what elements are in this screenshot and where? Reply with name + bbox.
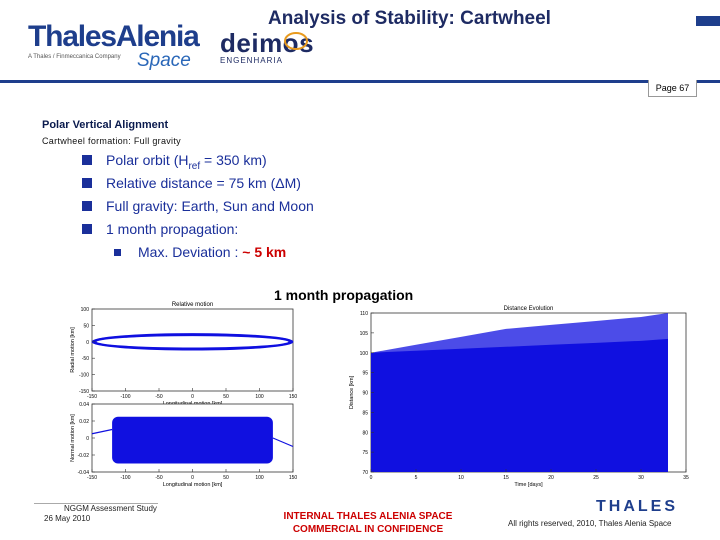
x-tick-label: 150 [289, 475, 298, 481]
distance-area [371, 338, 668, 472]
footer-study: NGGM Assessment Study [34, 503, 158, 514]
y-tick-label: -0.02 [78, 453, 90, 459]
plot-title: Distance Evolution [504, 306, 554, 312]
y-tick-label: -150 [79, 389, 89, 395]
y-tick-label: 0.02 [79, 419, 89, 425]
bullet-item-propagation: 1 month propagation: [82, 219, 314, 242]
header-rule [0, 80, 720, 83]
footer-rights: All rights reserved, 2010, Thales Alenia… [508, 519, 672, 528]
normal-motion-band [112, 416, 273, 464]
y-tick-label: 0 [86, 436, 89, 442]
y-tick-label: -50 [82, 356, 89, 362]
section-title: Polar Vertical Alignment [42, 119, 169, 131]
sub-bullet-square-icon [114, 249, 121, 256]
x-tick-label: 15 [503, 475, 509, 481]
y-tick-label: 105 [360, 331, 369, 337]
plot-title: Relative motion [172, 302, 213, 308]
normal-motion-trace [91, 428, 113, 435]
deimos-orbit-icon [284, 32, 308, 50]
bullet-item-distance: Relative distance = 75 km (ΔM) [82, 173, 314, 196]
thales-footer-logo: THALES [596, 498, 678, 515]
corner-accent-bar [696, 16, 720, 26]
bullet-square-icon [82, 201, 92, 211]
x-tick-label: -150 [87, 394, 97, 400]
deimos-name: deimos [220, 28, 315, 58]
x-tick-label: -100 [120, 394, 130, 400]
x-tick-label: 10 [458, 475, 464, 481]
y-tick-label: 75 [362, 450, 368, 456]
y-tick-label: 90 [362, 391, 368, 397]
y-tick-label: 100 [81, 307, 90, 313]
logo-main-text: ThalesAlenia [28, 20, 200, 53]
y-tick-label: -100 [79, 373, 89, 379]
footer-date: 26 May 2010 [44, 514, 91, 523]
footer-classification: INTERNAL THALES ALENIA SPACE COMMERCIAL … [283, 511, 453, 535]
x-tick-label: 100 [255, 394, 264, 400]
y-axis-label: Distance [km] [349, 375, 355, 409]
figure-caption: 1 month propagation [274, 287, 414, 303]
formation-subtitle: Cartwheel formation: Full gravity [42, 136, 181, 146]
x-tick-label: 30 [638, 475, 644, 481]
x-tick-label: 35 [683, 475, 689, 481]
footer-study-info: NGGM Assessment Study 26 May 2010 [34, 503, 158, 524]
x-axis-label: Time [days] [514, 482, 543, 488]
page-number: Page 67 [648, 80, 697, 97]
x-tick-label: -100 [120, 475, 130, 481]
y-tick-label: 70 [362, 470, 368, 476]
y-axis-label: Normal motion [km] [70, 414, 76, 462]
x-tick-label: -50 [155, 475, 162, 481]
y-tick-label: 85 [362, 410, 368, 416]
y-tick-label: 95 [362, 371, 368, 377]
normal-motion-trace [272, 437, 294, 448]
logo-tagline: A Thales / Finmeccanica Company [28, 54, 121, 60]
x-tick-label: 100 [255, 475, 264, 481]
y-tick-label: 110 [360, 311, 368, 317]
distance-oscillation [371, 313, 668, 367]
bullet-item-orbit: Polar orbit (Href = 350 km) [82, 150, 314, 173]
x-tick-label: -150 [87, 475, 97, 481]
y-tick-label: 100 [360, 351, 369, 357]
y-tick-label: -0.04 [78, 470, 90, 476]
x-tick-label: 150 [289, 394, 298, 400]
x-tick-label: -50 [155, 394, 162, 400]
y-tick-label: 80 [362, 430, 368, 436]
x-tick-label: 50 [223, 475, 229, 481]
bullet-square-icon [82, 224, 92, 234]
bullet-square-icon [82, 178, 92, 188]
bullet-list: Polar orbit (Href = 350 km) Relative dis… [82, 150, 314, 265]
relative-motion-orbit [95, 335, 290, 349]
page-title: Analysis of Stability: Cartwheel [268, 8, 551, 29]
y-tick-label: 50 [83, 323, 89, 329]
y-tick-label: 0 [86, 340, 89, 346]
deimos-logo: deimos ENGENHARIA [220, 30, 315, 65]
x-tick-label: 0 [191, 475, 194, 481]
y-axis-label: Radial motion [km] [70, 327, 76, 373]
x-axis-label: Longitudinal motion [km] [163, 482, 223, 488]
bullet-item-gravity: Full gravity: Earth, Sun and Moon [82, 196, 314, 219]
x-tick-label: 5 [415, 475, 418, 481]
x-tick-label: 20 [548, 475, 554, 481]
x-tick-label: 0 [191, 394, 194, 400]
y-tick-label: 0.04 [79, 402, 89, 408]
logo-space-text: Space [137, 50, 191, 71]
thales-alenia-logo: ThalesAlenia A Thales / Finmeccanica Com… [28, 20, 200, 74]
x-tick-label: 0 [370, 475, 373, 481]
bullet-square-icon [82, 155, 92, 165]
x-tick-label: 25 [593, 475, 599, 481]
deviation-value: ~ 5 km [242, 244, 287, 260]
sub-bullet-deviation: Max. Deviation : ~ 5 km [114, 242, 314, 265]
deimos-sub: ENGENHARIA [220, 56, 283, 65]
x-tick-label: 50 [223, 394, 229, 400]
